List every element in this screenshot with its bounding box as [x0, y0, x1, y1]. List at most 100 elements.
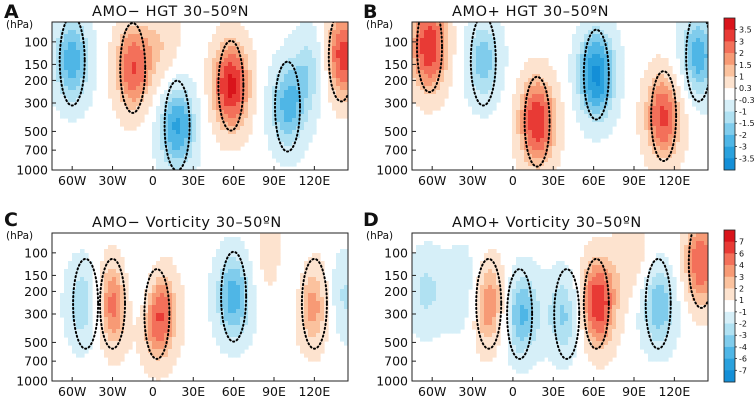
- field-cell: [312, 114, 317, 119]
- field-cell: [536, 110, 541, 115]
- field-cell: [172, 305, 177, 310]
- field-cell: [216, 265, 221, 270]
- field-cell: [216, 90, 221, 95]
- field-cell: [148, 285, 153, 290]
- field-cell: [668, 138, 673, 143]
- field-cell: [316, 309, 321, 314]
- field-cell: [76, 70, 81, 75]
- field-cell: [160, 26, 165, 31]
- field-cell: [84, 317, 89, 322]
- field-cell: [192, 114, 197, 119]
- field-cell: [232, 297, 237, 302]
- field-cell: [104, 265, 109, 270]
- field-cell: [64, 269, 69, 274]
- field-cell: [92, 54, 97, 59]
- field-cell: [556, 102, 561, 107]
- field-cell: [108, 289, 113, 294]
- field-cell: [292, 54, 297, 59]
- field-cell: [284, 58, 289, 63]
- field-cell: [88, 285, 93, 290]
- field-cell: [192, 130, 197, 135]
- field-cell: [660, 106, 665, 111]
- field-cell: [76, 317, 81, 322]
- field-cell: [176, 34, 181, 39]
- field-cell: [148, 309, 153, 314]
- field-cell: [240, 126, 245, 131]
- field-cell: [176, 321, 181, 326]
- field-cell: [212, 58, 217, 63]
- field-cell: [476, 42, 481, 47]
- field-cell: [108, 58, 113, 63]
- field-cell: [276, 62, 281, 67]
- field-cell: [76, 341, 81, 346]
- field-cell: [436, 317, 441, 322]
- field-cell: [120, 114, 125, 119]
- field-cell: [212, 86, 217, 91]
- field-cell: [476, 333, 481, 338]
- field-cell: [616, 54, 621, 59]
- field-cell: [616, 58, 621, 63]
- field-cell: [232, 134, 237, 139]
- field-cell: [308, 126, 313, 131]
- field-cell: [160, 102, 165, 107]
- field-cell: [572, 58, 577, 63]
- field-cell: [648, 142, 653, 147]
- field-cell: [72, 257, 77, 262]
- field-cell: [540, 82, 545, 87]
- field-cell: [112, 42, 117, 47]
- field-cell: [600, 26, 605, 31]
- field-cell: [104, 253, 109, 258]
- field-cell: [500, 38, 505, 43]
- field-cell: [220, 106, 225, 111]
- field-cell: [484, 26, 489, 31]
- field-cell: [208, 305, 213, 310]
- plot-frame: [51, 21, 349, 171]
- field-cell: [156, 313, 161, 318]
- field-cell: [340, 66, 345, 71]
- field-cell: [156, 297, 161, 302]
- field-cell: [60, 62, 65, 67]
- field-cell: [480, 345, 485, 350]
- field-cell: [336, 38, 341, 43]
- field-cell: [600, 58, 605, 63]
- field-cell: [268, 253, 273, 258]
- field-cell: [160, 34, 165, 39]
- field-cell: [272, 146, 277, 151]
- field-cell: [296, 102, 301, 107]
- field-cell: [112, 341, 117, 346]
- field-cell: [184, 78, 189, 83]
- field-cell: [148, 70, 153, 75]
- field-cell: [180, 154, 185, 159]
- field-cell: [60, 106, 65, 111]
- field-cell: [676, 94, 681, 99]
- field-cell: [304, 26, 309, 31]
- field-cell: [132, 34, 137, 39]
- field-cell: [536, 102, 541, 107]
- field-cell: [336, 257, 341, 262]
- field-cell: [676, 38, 681, 43]
- field-cell: [484, 253, 489, 258]
- field-cell: [456, 297, 461, 302]
- field-cell: [104, 353, 109, 358]
- field-cell: [108, 62, 113, 67]
- field-cell: [664, 74, 669, 79]
- field-cell: [296, 70, 301, 75]
- field-cell: [76, 273, 81, 278]
- field-cell: [176, 38, 181, 43]
- field-cell: [220, 313, 225, 318]
- field-cell: [92, 78, 97, 83]
- field-cell: [104, 269, 109, 274]
- field-cell: [448, 42, 453, 47]
- field-cell: [92, 34, 97, 39]
- field-cell: [88, 297, 93, 302]
- field-cell: [316, 337, 321, 342]
- field-cell: [476, 46, 481, 51]
- field-cell: [152, 26, 157, 31]
- field-cell: [316, 46, 321, 51]
- field-cell: [440, 289, 445, 294]
- field-cell: [472, 325, 477, 330]
- field-cell: [316, 50, 321, 55]
- field-cell: [412, 305, 417, 310]
- field-cell: [160, 265, 165, 270]
- field-cell: [184, 158, 189, 163]
